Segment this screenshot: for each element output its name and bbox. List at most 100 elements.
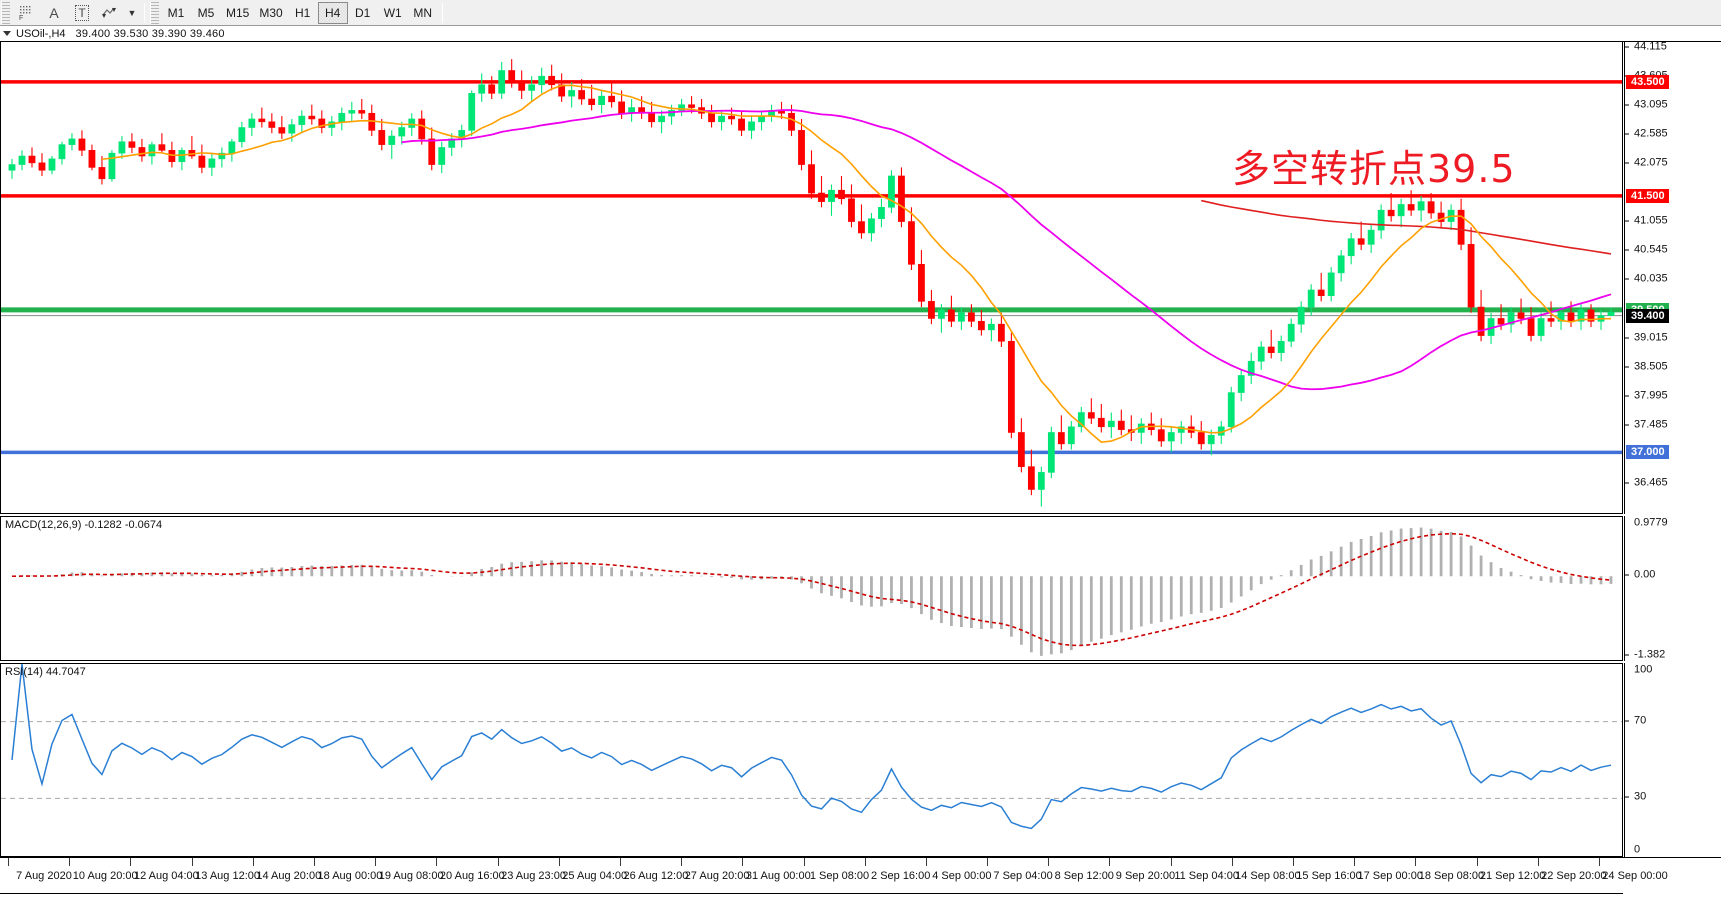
price-tick-label: 37.485: [1625, 419, 1721, 430]
chart-area: MACD(12,26,9) -0.1282 -0.0674 RSI(14) 44…: [0, 41, 1721, 898]
time-tick-label: 4 Sep 00:00: [932, 870, 992, 882]
collapse-caret-icon[interactable]: [3, 31, 11, 36]
level-price-badge[interactable]: 37.000: [1626, 445, 1669, 460]
time-tick-label: 2 Sep 16:00: [871, 870, 931, 882]
time-tick-label: 10 Aug 20:00: [72, 870, 138, 882]
toolbar-separator-2: [441, 2, 443, 23]
time-tick-label: 17 Sep 00:00: [1357, 870, 1423, 882]
timeframe-button-m15[interactable]: M15: [226, 5, 250, 20]
price-chart-svg: [1, 59, 1622, 507]
macd-tick-label: 0.00: [1625, 569, 1721, 581]
label-tool-icon[interactable]: T: [69, 2, 95, 24]
time-tick-label: 9 Sep 20:00: [1115, 870, 1176, 882]
time-tick-label: 19 Aug 08:00: [378, 870, 444, 882]
timeframe-group: M1 M5 M15 M30 H1 H4 D1 W1 MN: [161, 1, 438, 24]
time-tick-label: 21 Sep 12:00: [1479, 870, 1546, 882]
time-tick-label: 18 Aug 00:00: [317, 870, 383, 882]
time-tick-label: 14 Aug 20:00: [256, 870, 322, 882]
timeframe-button-h4[interactable]: H4: [317, 1, 348, 24]
price-tick-label: 44.115: [1625, 41, 1721, 52]
timeframe-button-mn[interactable]: MN: [413, 5, 433, 20]
timeframe-button-m1[interactable]: M1: [167, 5, 185, 20]
time-tick-mark: [1048, 858, 1050, 866]
time-tick-mark: [1537, 858, 1539, 866]
time-tick-label: 12 Aug 04:00: [133, 870, 199, 882]
time-tick-mark: [558, 858, 560, 866]
time-tick-mark: [1109, 858, 1111, 866]
time-tick-mark: [864, 858, 866, 866]
time-tick-label: 18 Sep 08:00: [1418, 870, 1485, 882]
time-tick-mark: [1170, 858, 1172, 866]
toolbar-grip[interactable]: [1, 1, 10, 24]
time-tick-mark: [252, 858, 254, 866]
time-tick-mark: [1293, 858, 1295, 866]
timeframe-grip[interactable]: [150, 1, 159, 24]
price-tick-label: 36.465: [1625, 477, 1721, 488]
time-tick-label: 24 Sep 00:00: [1602, 870, 1668, 882]
time-scale[interactable]: 7 Aug 2020 10 Aug 20:00 12 Aug 04:00 13 Aug…: [0, 857, 1721, 898]
price-tick-label: 39.015: [1625, 332, 1721, 343]
macd-scale: 0.9779 0.00 -1.382: [1624, 516, 1721, 661]
rsi-tick-label: 30: [1625, 791, 1721, 803]
price-tick-label: 40.545: [1625, 244, 1721, 256]
rsi-tick-label: 100: [1634, 663, 1653, 676]
time-tick-label: 7 Sep 04:00: [993, 870, 1053, 882]
macd-panel[interactable]: MACD(12,26,9) -0.1282 -0.0674: [0, 516, 1623, 661]
time-tick-mark: [681, 858, 683, 866]
toolbar-separator: [144, 2, 145, 23]
objects-icon[interactable]: [97, 2, 123, 24]
time-tick-label: 31 Aug 00:00: [745, 870, 811, 882]
timeframe-button-m5[interactable]: M5: [197, 5, 215, 20]
current-price-badge: 39.400: [1626, 308, 1669, 323]
price-panel[interactable]: [0, 42, 1623, 514]
time-scale-baseline: [0, 893, 1623, 894]
time-tick-label: 1 Sep 08:00: [809, 870, 870, 882]
macd-tick-label: 0.9779: [1634, 516, 1668, 529]
price-scale[interactable]: 44.11543.60543.09542.58542.07541.05540.5…: [1624, 41, 1721, 514]
price-tick-label: 38.505: [1625, 361, 1721, 372]
level-price-badge[interactable]: 43.500: [1626, 74, 1669, 89]
level-price-badge[interactable]: 41.500: [1626, 188, 1669, 203]
time-tick-mark: [619, 858, 621, 866]
time-tick-mark: [1354, 858, 1356, 866]
rsi-chart-svg: [1, 664, 1622, 830]
ohlc-values: 39.400 39.530 39.390 39.460: [75, 27, 225, 40]
time-tick-label: 7 Aug 2020: [16, 870, 72, 882]
symbol-label: USOil-,H4: [16, 27, 66, 40]
timeframe-button-m30[interactable]: M30: [259, 5, 283, 20]
rsi-panel[interactable]: RSI(14) 44.7047: [0, 663, 1623, 857]
time-tick-mark: [69, 858, 71, 866]
price-tick-label: 43.095: [1625, 99, 1721, 110]
price-tick-label: 42.585: [1625, 128, 1721, 140]
price-tick-label: 41.055: [1625, 215, 1721, 227]
time-tick-mark: [8, 858, 9, 866]
dropdown-arrow-icon[interactable]: ▼: [127, 7, 137, 18]
time-tick-mark: [803, 858, 805, 866]
chart-annotation-text[interactable]: 多空转折点39.5: [1232, 147, 1516, 191]
rsi-tick-label: 70: [1625, 715, 1721, 726]
text-tool-icon[interactable]: A: [49, 4, 59, 21]
time-tick-mark: [987, 858, 989, 866]
macd-tick-label: -1.382: [1625, 649, 1721, 661]
time-tick-label: 23 Aug 23:00: [501, 870, 566, 882]
macd-label: MACD(12,26,9) -0.1282 -0.0674: [5, 519, 163, 531]
time-tick-label: 11 Sep 04:00: [1174, 870, 1239, 882]
time-tick-mark: [1599, 858, 1600, 866]
svg-text:F: F: [19, 15, 23, 21]
time-tick-mark: [130, 858, 132, 866]
timeframe-button-h1[interactable]: H1: [295, 5, 311, 20]
timeframe-button-d1[interactable]: D1: [355, 5, 371, 20]
time-tick-label: 13 Aug 12:00: [195, 870, 260, 882]
price-tick-label: 40.035: [1625, 273, 1721, 285]
timeframe-button-w1[interactable]: W1: [383, 5, 402, 20]
rsi-scale: 100 70 30 0: [1624, 663, 1721, 857]
crosshair-icon[interactable]: F: [13, 2, 39, 24]
time-tick-mark: [375, 858, 377, 866]
time-tick-label: 20 Aug 16:00: [439, 870, 505, 882]
time-tick-mark: [1476, 858, 1478, 866]
toolbar: F A T ▼ M1 M5 M15 M30 H1 H4 D1 W1 MN: [0, 0, 1721, 26]
time-tick-mark: [925, 858, 927, 866]
time-tick-label: 27 Aug 20:00: [684, 870, 750, 882]
rsi-tick-label: 0: [1634, 843, 1641, 856]
time-tick-mark: [191, 858, 193, 866]
